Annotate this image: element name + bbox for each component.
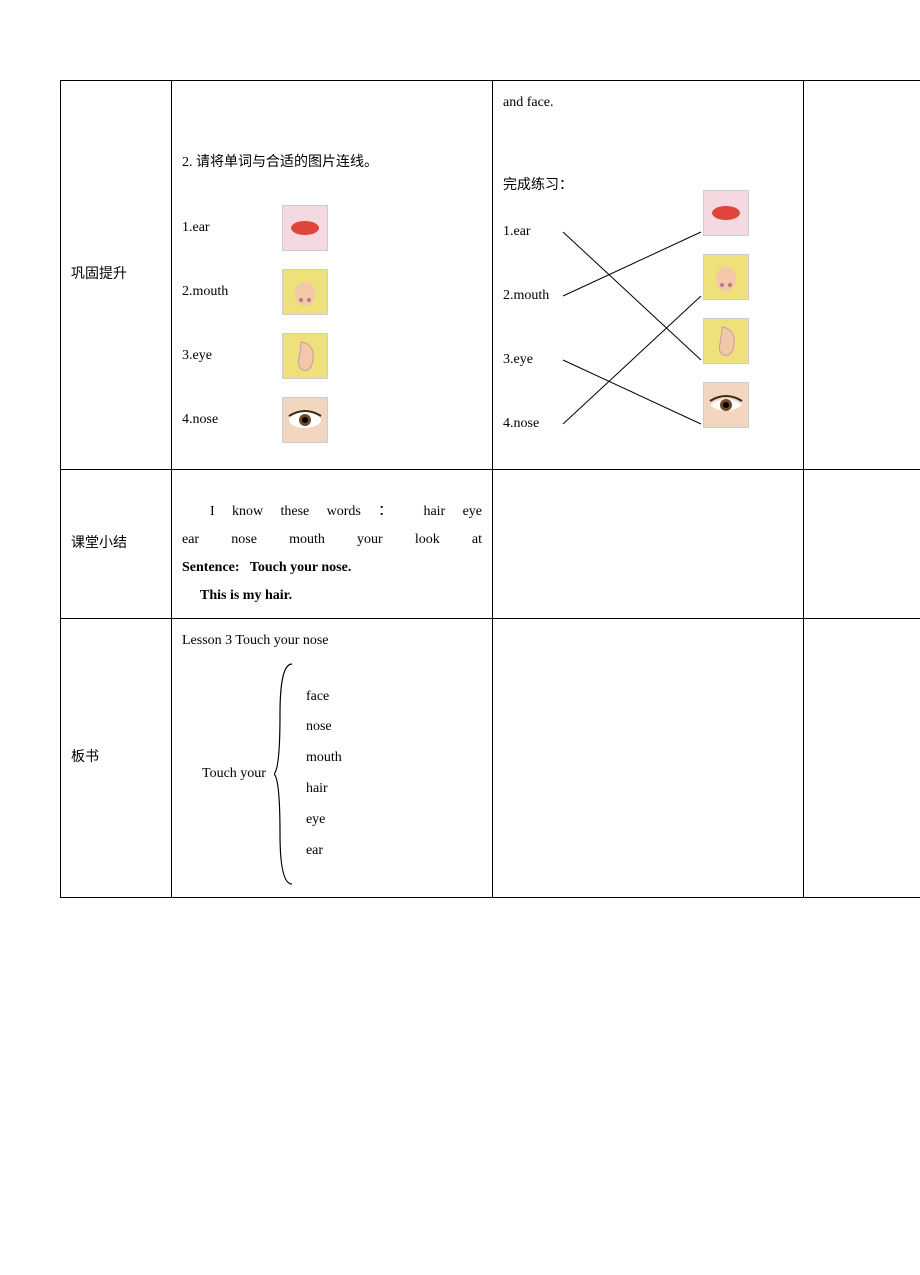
row2-col4 (804, 470, 920, 619)
matching-lines (503, 200, 763, 460)
eye-icon (282, 397, 328, 443)
list-item: 1.ear (182, 205, 482, 251)
sentence-line: Sentence: Touch your nose. (182, 554, 482, 582)
row3-col3 (493, 619, 804, 898)
row1-col4 (804, 81, 920, 470)
mouth-icon (282, 205, 328, 251)
item-word: mouth (193, 284, 229, 299)
row2-col2: I know these words ： hair eye ear nose m… (172, 470, 493, 619)
row-board: 板书 Lesson 3 Touch your nose Touch your f… (61, 619, 920, 898)
row1-col2: 2. 请将单词与合适的图片连线。 1.ear 2.mouth 3.eye 4.n… (172, 81, 493, 470)
andface-text: and face. (503, 89, 793, 117)
row1-label: 巩固提升 (71, 267, 127, 282)
sentence2: This is my hair. (182, 582, 482, 610)
item-num: 4. (182, 412, 193, 427)
item-word: eye (193, 348, 212, 363)
list-item: 3.eye (182, 333, 482, 379)
brace-option: eye (306, 805, 342, 836)
brace-option: ear (306, 836, 342, 867)
row1-label-cell: 巩固提升 (61, 81, 172, 470)
answers-header: 完成练习： (503, 172, 793, 200)
item-num: 1. (182, 220, 193, 235)
item-num: 3. (182, 348, 193, 363)
brace-option: hair (306, 774, 342, 805)
row3-label-cell: 板书 (61, 619, 172, 898)
lesson-title: Lesson 3 Touch your nose (182, 627, 482, 655)
row2-label: 课堂小结 (71, 536, 127, 551)
list-item: 2.mouth (182, 269, 482, 315)
row-consolidation: 巩固提升 2. 请将单词与合适的图片连线。 1.ear 2.mouth 3.ey… (61, 81, 920, 470)
words-line1: I know these words ： hair eye (182, 498, 482, 526)
row3-col2: Lesson 3 Touch your nose Touch your face… (172, 619, 493, 898)
brace-option: mouth (306, 743, 342, 774)
page: 巩固提升 2. 请将单词与合适的图片连线。 1.ear 2.mouth 3.ey… (0, 0, 920, 1275)
touch-your-prefix: Touch your (182, 760, 266, 788)
sentence-label: Sentence: (182, 560, 240, 575)
matching-instruction: 2. 请将单词与合适的图片连线。 (182, 149, 482, 177)
sentence1: Touch your nose. (250, 560, 352, 575)
words-line2: ear nose mouth your look at (182, 526, 482, 554)
row3-label: 板书 (71, 750, 99, 765)
list-item: 4.nose (182, 397, 482, 443)
item-word: ear (193, 220, 210, 235)
brace-options: face nose mouth hair eye ear (302, 682, 342, 867)
row3-col4 (804, 619, 920, 898)
lesson-table: 巩固提升 2. 请将单词与合适的图片连线。 1.ear 2.mouth 3.ey… (60, 80, 920, 898)
brace-structure: Touch your face nose mouth hair eye ear (182, 659, 482, 889)
row-summary: 课堂小结 I know these words ： hair eye ear n… (61, 470, 920, 619)
nose-icon (282, 269, 328, 315)
ear-icon (282, 333, 328, 379)
brace-option: nose (306, 712, 342, 743)
row2-col3 (493, 470, 804, 619)
row2-label-cell: 课堂小结 (61, 470, 172, 619)
item-num: 2. (182, 284, 193, 299)
brace-option: face (306, 682, 342, 713)
row1-col3: and face. 完成练习： 1.ear 2.mouth 3.eye 4.no… (493, 81, 804, 470)
item-word: nose (193, 412, 219, 427)
brace-icon (274, 659, 294, 889)
